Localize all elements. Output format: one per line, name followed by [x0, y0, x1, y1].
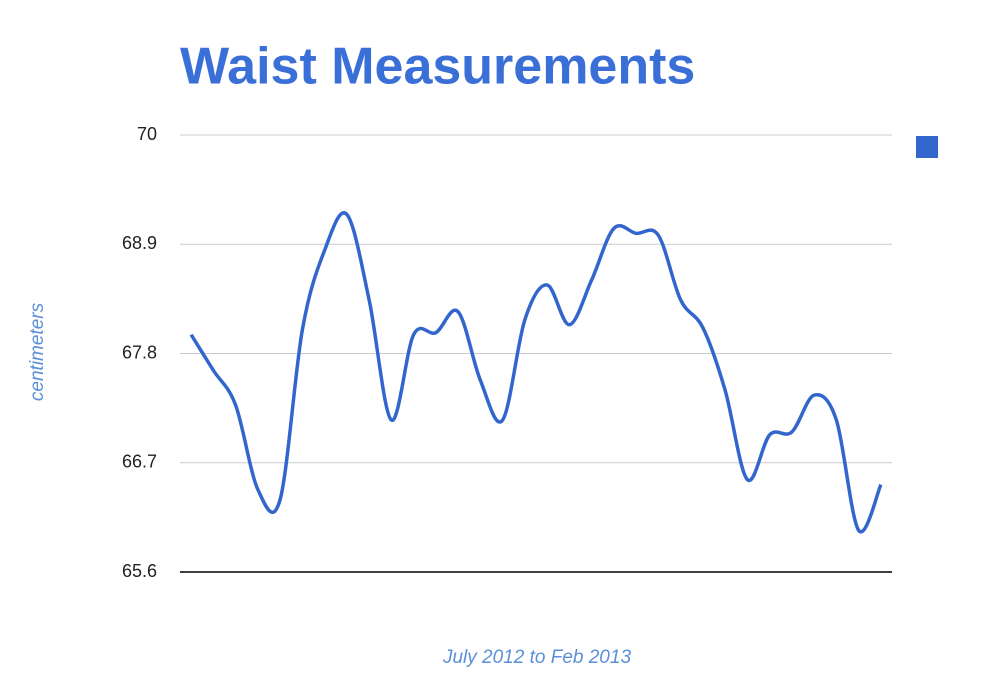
legend-swatch [916, 136, 938, 158]
chart-title: Waist Measurements [180, 38, 695, 96]
y-tick-label: 66.7 [122, 452, 157, 472]
x-axis-label: July 2012 to Feb 2013 [442, 647, 631, 668]
y-tick-label: 68.9 [122, 233, 157, 253]
y-axis-label: centimeters [27, 302, 48, 401]
y-tick-label: 67.8 [122, 342, 157, 362]
data-line [189, 211, 883, 534]
y-tick-label: 70 [137, 124, 157, 144]
y-tick-label: 65.6 [122, 561, 157, 581]
